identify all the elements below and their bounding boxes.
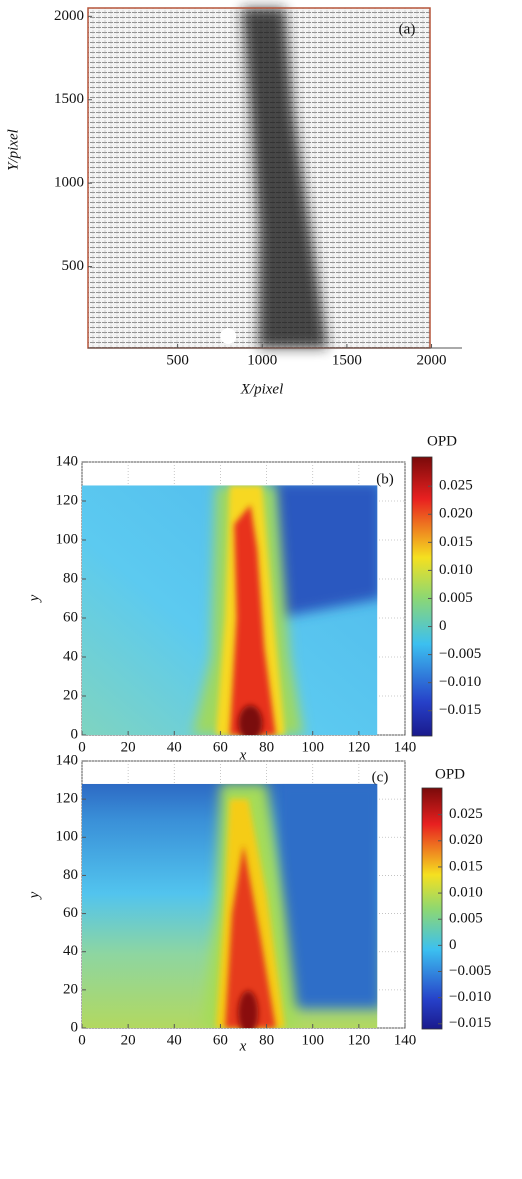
y-tick-label: 60 xyxy=(63,905,78,921)
colorbar-tick-label: −0.015 xyxy=(449,1015,491,1031)
x-tick-label: 100 xyxy=(301,739,324,755)
colorbar-tick-label: 0.010 xyxy=(439,562,473,578)
y-tick-label: 20 xyxy=(63,687,78,703)
x-tick-label: 40 xyxy=(167,1032,182,1048)
y-tick-label: 1500 xyxy=(54,91,84,107)
colorbar-tick-label: −0.005 xyxy=(439,646,481,662)
x-tick-label: 120 xyxy=(348,739,371,755)
colorbar-tick-label: 0.005 xyxy=(439,590,473,606)
y-tick-label: 40 xyxy=(63,648,78,664)
x-tick-label: 2000 xyxy=(417,352,447,368)
heatmap xyxy=(82,485,378,735)
y-tick-label: 120 xyxy=(56,791,79,807)
heat-hi xyxy=(225,844,276,1028)
x-tick-label: 1500 xyxy=(332,352,362,368)
x-tick-label: 0 xyxy=(78,1032,86,1048)
panel: 500 1000 1500 2000 500 1000 1500 2000 X/pixel Y/p… xyxy=(5,7,462,397)
colorbar-tick-label: 0 xyxy=(439,618,447,634)
colorbar-label: OPD xyxy=(435,766,465,782)
heat-peak xyxy=(238,990,259,1029)
x-tick-label: 60 xyxy=(213,739,228,755)
y-tick-label: 2000 xyxy=(54,8,84,24)
colorbar-tick-label: 0.015 xyxy=(439,534,473,550)
panel-label: (c) xyxy=(372,769,389,785)
x-tick-label: 60 xyxy=(213,1032,228,1048)
colorbar-tick-label: 0.020 xyxy=(439,506,473,522)
y-tick-label: 1000 xyxy=(54,175,84,191)
x-tick-label: 100 xyxy=(301,1032,324,1048)
colorbar xyxy=(411,456,433,737)
x-tick-label: 80 xyxy=(259,1032,274,1048)
colorbar-tick-label: 0.025 xyxy=(439,478,473,494)
x-tick-label: 500 xyxy=(166,352,189,368)
y-tick-label: 20 xyxy=(63,981,78,997)
x-tick-label: 40 xyxy=(167,739,182,755)
heat-low xyxy=(275,783,378,1009)
x-tick-label: 20 xyxy=(121,739,136,755)
y-tick-label: 100 xyxy=(56,531,79,547)
y-axis-label: y xyxy=(26,594,42,603)
panel-label: (a) xyxy=(399,21,416,37)
colorbar-label: OPD xyxy=(427,433,457,449)
x-axis-label: X/pixel xyxy=(240,381,283,397)
x-tick-label: 140 xyxy=(394,1032,417,1048)
panel: 0 20 40 60 80 100 120 140 0 20 40 60 80 100 120 140 x y (b… xyxy=(26,433,481,763)
dense-vector-band xyxy=(241,8,328,348)
colorbar-tick-label: 0.005 xyxy=(449,911,483,927)
y-tick-label: 120 xyxy=(56,492,79,508)
y-axis-label: y xyxy=(26,891,42,900)
y-tick-label: 60 xyxy=(63,609,78,625)
y-tick-label: 100 xyxy=(56,829,79,845)
heat-low xyxy=(271,485,378,618)
colorbar-tick-label: −0.010 xyxy=(449,989,491,1005)
colorbar xyxy=(421,787,443,1030)
y-axis-label: Y/pixel xyxy=(5,129,21,171)
heatmap xyxy=(82,783,378,1029)
x-tick-label: 140 xyxy=(394,739,417,755)
colorbar-tick-label: 0 xyxy=(449,937,457,953)
y-tick-label: 140 xyxy=(56,453,79,469)
white-spot xyxy=(220,328,237,345)
x-tick-label: 80 xyxy=(259,739,274,755)
y-tick-label: 80 xyxy=(63,867,78,883)
y-tick-label: 0 xyxy=(71,1019,79,1035)
colorbar-tick-label: −0.015 xyxy=(439,702,481,718)
y-tick-label: 0 xyxy=(71,726,79,742)
x-tick-label: 20 xyxy=(121,1032,136,1048)
colorbar-tick-label: 0.015 xyxy=(449,858,483,874)
colorbar-tick-label: −0.010 xyxy=(439,674,481,690)
x-axis-label: x xyxy=(239,1038,247,1054)
x-tick-label: 0 xyxy=(78,739,86,755)
panel-label: (b) xyxy=(376,471,394,487)
colorbar-tick-label: 0.025 xyxy=(449,806,483,822)
y-tick-label: 80 xyxy=(63,570,78,586)
colorbar-tick-label: 0.010 xyxy=(449,885,483,901)
colorbar-tick-label: 0.020 xyxy=(449,832,483,848)
x-tick-label: 120 xyxy=(348,1032,371,1048)
heat-peak xyxy=(238,705,263,735)
y-tick-label: 500 xyxy=(62,258,85,274)
panel: 0 20 40 60 80 100 120 140 0 20 40 60 80 100 120 140 x y (c… xyxy=(26,752,491,1054)
x-tick-label: 1000 xyxy=(247,352,277,368)
y-tick-label: 140 xyxy=(56,752,79,768)
heat-hi xyxy=(229,504,276,735)
x-axis-label: x xyxy=(239,747,247,763)
y-tick-label: 40 xyxy=(63,943,78,959)
colorbar-tick-label: −0.005 xyxy=(449,963,491,979)
